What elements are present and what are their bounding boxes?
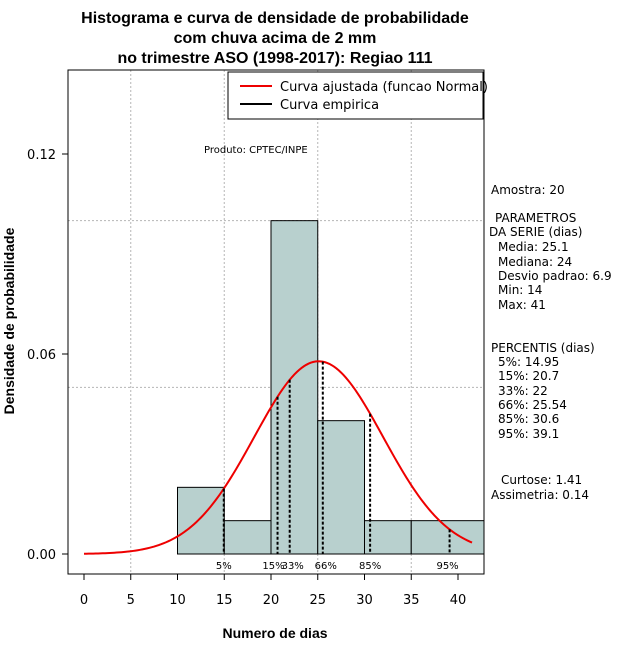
y-axis-label: Densidade de probabilidade <box>1 227 17 414</box>
normal-fit-curve <box>83 360 473 555</box>
legend-box <box>227 71 484 120</box>
histogram-bar <box>364 520 412 555</box>
percentile-label: 15% <box>262 561 284 572</box>
stats-panel: Amostra: 20 PARAMETROS DA SERIE (dias) M… <box>489 183 612 502</box>
chart-title-line-2: com chuva acima de 2 mm <box>174 30 377 47</box>
stats-percentile-5: 5%: 14.95 <box>498 355 559 369</box>
stats-param-mean: Media: 25.1 <box>498 240 569 254</box>
stats-params-title-2: DA SERIE (dias) <box>489 225 582 239</box>
x-tick-label: 20 <box>263 593 280 608</box>
x-axis-label: Numero de dias <box>222 625 327 641</box>
x-tick-label: 5 <box>127 593 135 608</box>
y-tick-label: 0.00 <box>27 548 56 563</box>
legend-label-fit: Curva ajustada (funcao Normal) <box>280 80 488 95</box>
stats-params-title-1: PARAMETROS <box>495 211 576 225</box>
stats-param-sd: Desvio padrao: 6.9 <box>498 269 612 283</box>
stats-skewness: Assimetria: 0.14 <box>491 488 589 502</box>
x-tick-label: 40 <box>450 593 467 608</box>
stats-percentiles-title: PERCENTIS (dias) <box>491 341 595 355</box>
percentile-lines: 5% 15%33% 66% 85% 95% <box>216 361 459 572</box>
product-annotation: Produto: CPTEC/INPE <box>204 145 308 156</box>
stats-percentile-33: 33%: 22 <box>498 384 548 398</box>
x-tick-label: 10 <box>169 593 186 608</box>
chart-title-line-3: no trimestre ASO (1998-2017): Regiao 111 <box>117 50 432 67</box>
x-tick-label: 25 <box>309 593 326 608</box>
legend: Curva ajustada (funcao Normal) Curva emp… <box>227 71 488 120</box>
histogram-bar <box>270 220 319 555</box>
histogram-bars <box>177 220 485 555</box>
stats-percentile-15: 15%: 20.7 <box>498 369 559 383</box>
stats-param-median: Mediana: 24 <box>498 255 572 269</box>
percentile-label: 33% <box>282 561 304 572</box>
percentile-label: 66% <box>315 561 337 572</box>
stats-percentile-95: 95%: 39.1 <box>498 427 559 441</box>
histogram-bar <box>410 520 485 555</box>
x-tick-label: 30 <box>356 593 373 608</box>
stats-sample: Amostra: 20 <box>491 183 565 197</box>
percentile-label: 5% <box>216 561 232 572</box>
stats-kurtosis: Curtose: 1.41 <box>501 473 582 487</box>
histogram-bar <box>223 520 272 555</box>
normal-fit-line <box>83 360 473 555</box>
percentile-label: 85% <box>359 561 381 572</box>
stats-param-max: Max: 41 <box>498 298 546 312</box>
stats-percentile-85: 85%: 30.6 <box>498 412 559 426</box>
chart-title-line-1: Histograma e curva de densidade de proba… <box>81 10 469 27</box>
axes: 0 5 10 15 20 25 30 35 40 0.00 0.06 0.12 <box>27 148 466 608</box>
y-tick-label: 0.12 <box>27 148 56 163</box>
legend-label-empirical: Curva empirica <box>280 98 379 113</box>
x-tick-label: 15 <box>216 593 233 608</box>
y-tick-label: 0.06 <box>27 348 56 363</box>
x-tick-label: 0 <box>80 593 88 608</box>
stats-param-min: Min: 14 <box>498 283 542 297</box>
histogram-bar <box>317 420 365 555</box>
x-tick-label: 35 <box>403 593 420 608</box>
percentile-label: 95% <box>436 561 458 572</box>
stats-percentile-66: 66%: 25.54 <box>498 398 567 412</box>
